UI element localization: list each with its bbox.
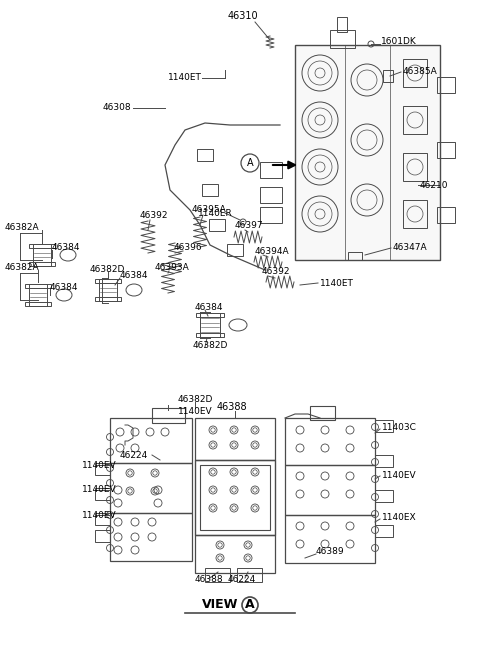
Bar [200, 313, 220, 337]
Text: 46392: 46392 [140, 211, 168, 220]
Text: 46382D: 46382D [193, 340, 228, 350]
Bar [195, 535, 275, 573]
Bar [337, 17, 347, 32]
Bar [95, 297, 121, 301]
Bar [195, 418, 275, 460]
Text: 1601DK: 1601DK [381, 37, 417, 47]
Bar [95, 513, 110, 525]
Bar [348, 252, 362, 260]
Text: 1140EV: 1140EV [82, 510, 117, 520]
Bar [260, 207, 282, 223]
Text: 1140ET: 1140ET [320, 279, 354, 287]
Text: 46384: 46384 [120, 270, 148, 279]
Bar [383, 70, 393, 82]
Bar [110, 513, 192, 561]
Bar [209, 219, 225, 231]
Bar [437, 207, 455, 223]
Text: 46308: 46308 [103, 104, 132, 112]
Bar [152, 408, 185, 423]
Bar [110, 418, 192, 463]
Text: 46347A: 46347A [393, 243, 428, 253]
Bar [285, 515, 375, 563]
Bar [25, 302, 51, 306]
Bar [202, 184, 218, 196]
Text: VIEW: VIEW [202, 598, 238, 611]
Text: 46384: 46384 [52, 243, 81, 253]
Text: 46310: 46310 [228, 11, 258, 21]
Text: 1140ET: 1140ET [168, 73, 202, 83]
Text: 1140EX: 1140EX [382, 514, 417, 522]
Bar [285, 418, 375, 465]
Bar [99, 279, 117, 301]
Text: 46395A: 46395A [192, 205, 227, 215]
Text: A: A [245, 598, 255, 611]
Bar [195, 460, 275, 535]
Text: 11403C: 11403C [382, 424, 417, 432]
Bar [285, 465, 375, 515]
Bar [403, 153, 427, 181]
Bar [375, 490, 393, 502]
Text: 46392: 46392 [262, 268, 290, 276]
Bar [295, 45, 440, 260]
Bar [33, 244, 51, 266]
Text: 1140ER: 1140ER [198, 209, 233, 218]
Bar [29, 284, 47, 306]
Bar [227, 244, 243, 256]
Bar [196, 313, 224, 317]
Bar [260, 162, 282, 178]
Text: 46224: 46224 [120, 451, 148, 459]
Text: 46382A: 46382A [5, 224, 40, 232]
Text: 46388: 46388 [195, 575, 224, 584]
Bar [437, 142, 455, 158]
Text: 46382A: 46382A [5, 264, 40, 272]
Bar [205, 568, 230, 582]
Text: 1140EV: 1140EV [82, 485, 117, 495]
Bar [29, 244, 55, 248]
Text: 46384: 46384 [50, 283, 79, 291]
Text: 46210: 46210 [420, 180, 448, 190]
Text: 46389: 46389 [316, 548, 345, 556]
Text: 46393A: 46393A [155, 264, 190, 272]
Text: 46394A: 46394A [255, 247, 289, 256]
Text: 46388: 46388 [216, 402, 247, 412]
Text: 1140EV: 1140EV [382, 470, 417, 480]
Bar [29, 262, 55, 266]
Bar [403, 106, 427, 134]
Bar [95, 488, 110, 500]
Text: 46382D: 46382D [90, 266, 125, 274]
Bar [95, 279, 121, 283]
Text: 46396: 46396 [174, 243, 203, 253]
Bar [375, 525, 393, 537]
Bar [375, 420, 393, 432]
Text: 46397: 46397 [235, 220, 264, 230]
Bar [196, 333, 224, 337]
Bar [260, 187, 282, 203]
Text: 1140EV: 1140EV [82, 461, 117, 470]
Bar [310, 406, 335, 420]
Bar [197, 149, 213, 161]
Bar [403, 200, 427, 228]
Text: 46385A: 46385A [403, 68, 438, 77]
Text: 46382D: 46382D [178, 396, 214, 405]
Bar [25, 284, 51, 288]
Bar [375, 455, 393, 467]
Bar [330, 30, 355, 48]
Bar [237, 568, 262, 582]
Bar [200, 465, 270, 530]
Bar [95, 530, 110, 542]
Text: 46384: 46384 [195, 304, 224, 312]
Bar [403, 59, 427, 87]
Bar [437, 77, 455, 93]
Bar [110, 463, 192, 513]
Text: 46224: 46224 [228, 575, 256, 584]
Text: A: A [247, 158, 253, 168]
Bar [95, 463, 110, 475]
Text: 1140EV: 1140EV [178, 407, 213, 415]
